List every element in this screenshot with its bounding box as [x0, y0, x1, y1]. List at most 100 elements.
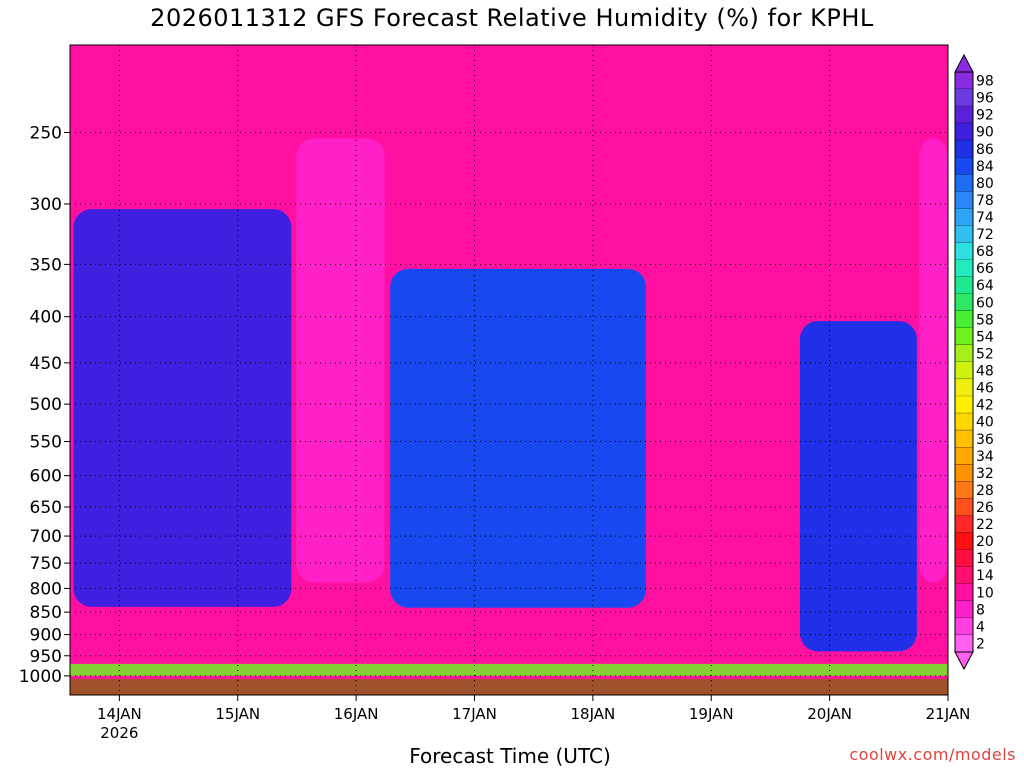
colorbar-swatch	[955, 600, 973, 619]
colorbar-swatch	[955, 515, 973, 534]
colorbar-swatch	[955, 379, 973, 397]
y-tick-label: 400	[30, 308, 62, 328]
x-tick-label: 16JAN	[334, 705, 379, 723]
colorbar-label: 8	[976, 602, 985, 618]
colorbar-bottom-arrow	[954, 651, 974, 671]
colorbar-swatch	[955, 259, 973, 278]
rh-core	[417, 306, 619, 571]
colorbar-label: 46	[976, 381, 994, 397]
rh-core	[305, 187, 376, 534]
x-tick-label: 14JAN	[97, 705, 142, 723]
rh-core	[667, 197, 781, 611]
colorbar-label: 20	[976, 534, 994, 550]
chart-title: 2026011312 GFS Forecast Relative Humidit…	[150, 4, 874, 32]
colorbar-swatch	[955, 157, 973, 175]
colorbar-swatch	[955, 481, 973, 499]
plot-frame	[69, 44, 949, 696]
y-tick-label: 750	[30, 554, 62, 574]
y-tick-label: 700	[30, 527, 62, 547]
colorbar-swatch	[955, 413, 973, 431]
colorbar-label: 42	[976, 398, 994, 414]
colorbar-label: 58	[976, 312, 994, 328]
colorbar-swatch	[955, 396, 973, 414]
colorbar-frame	[954, 71, 974, 653]
colorbar-label: 90	[976, 125, 994, 141]
colorbar-label: 2	[976, 636, 985, 652]
colorbar-label: 32	[976, 466, 994, 482]
y-tick-label: 650	[30, 498, 62, 518]
y-tick-label: 1000	[19, 667, 62, 687]
colorbar-label: 92	[976, 108, 994, 124]
colorbar-label: 16	[976, 551, 994, 567]
y-tick-label: 600	[30, 467, 62, 487]
colorbar-swatch	[955, 310, 973, 329]
y-tick-label: 450	[30, 354, 62, 374]
x-tick-label: 21JAN	[926, 705, 971, 723]
colorbar-swatch	[955, 583, 973, 602]
colorbar-label: 96	[976, 91, 994, 107]
colorbar-label: 28	[976, 483, 994, 499]
y-tick-label: 850	[30, 603, 62, 623]
colorbar-label: 98	[976, 74, 994, 90]
colorbar-swatch	[955, 447, 973, 465]
colorbar-label: 86	[976, 142, 994, 158]
rh-core	[922, 187, 945, 534]
colorbar-label: 4	[976, 619, 985, 635]
ground-fill	[70, 678, 948, 695]
x-tick-label: 19JAN	[689, 705, 734, 723]
colorbar-swatch	[955, 89, 973, 107]
colorbar-label: 68	[976, 244, 994, 260]
colorbar-swatch	[955, 242, 973, 261]
colorbar-label: 84	[976, 159, 994, 175]
colorbar-label: 78	[976, 193, 994, 209]
humidity-field	[70, 138, 948, 676]
y-tick-label: 900	[30, 626, 62, 646]
y-axis: 250 300 350 400 450 500 550 600 650 700 750 800 850 9…	[19, 123, 70, 687]
colorbar-swatch	[955, 532, 973, 551]
colorbar-label: 36	[976, 432, 994, 448]
colorbar-swatch	[955, 430, 973, 448]
y-tick-label: 250	[30, 123, 62, 143]
colorbar-label: 40	[976, 415, 994, 431]
source-credit: coolwx.com/models	[849, 745, 1016, 764]
x-year-label: 2026	[100, 724, 138, 742]
x-tick-label: 17JAN	[452, 705, 497, 723]
colorbar-swatch	[955, 191, 973, 209]
x-tick-label: 18JAN	[571, 705, 616, 723]
colorbar-label: 74	[976, 210, 994, 226]
x-axis-title: Forecast Time (UTC)	[409, 744, 611, 768]
colorbar-swatch	[955, 634, 973, 653]
colorbar-label: 72	[976, 227, 994, 243]
colorbar-swatch	[955, 106, 973, 124]
colorbar-top-arrow	[954, 53, 974, 73]
colorbar-label: 48	[976, 364, 994, 380]
colorbar-swatch	[955, 208, 973, 227]
colorbar-label: 64	[976, 278, 994, 294]
y-tick-label: 500	[30, 395, 62, 415]
rh-core	[96, 252, 268, 564]
y-tick-label: 300	[30, 195, 62, 215]
colorbar-swatch	[955, 566, 973, 585]
colorbar-swatch	[955, 617, 973, 636]
colorbar-label: 34	[976, 449, 994, 465]
x-tick-label: 20JAN	[807, 705, 852, 723]
colorbar-label: 26	[976, 500, 994, 516]
colorbar-label: 22	[976, 517, 994, 533]
colorbar-swatch	[955, 362, 973, 380]
colorbar-label: 10	[976, 585, 994, 601]
rh-core	[812, 357, 905, 616]
colorbar-swatch	[955, 276, 973, 295]
colorbar-swatch	[955, 140, 973, 158]
y-tick-label: 800	[30, 579, 62, 599]
ground-surface	[70, 678, 948, 695]
colorbar-label: 66	[976, 261, 994, 277]
colorbar-swatch	[955, 498, 973, 517]
colorbar-swatch	[955, 72, 973, 90]
y-tick-label: 550	[30, 433, 62, 453]
y-tick-label: 950	[30, 647, 62, 667]
colorbar-label: 14	[976, 568, 994, 584]
colorbar-swatch	[955, 293, 973, 312]
near-surface-moist-layer	[70, 663, 948, 676]
colorbar-swatch	[955, 327, 973, 346]
